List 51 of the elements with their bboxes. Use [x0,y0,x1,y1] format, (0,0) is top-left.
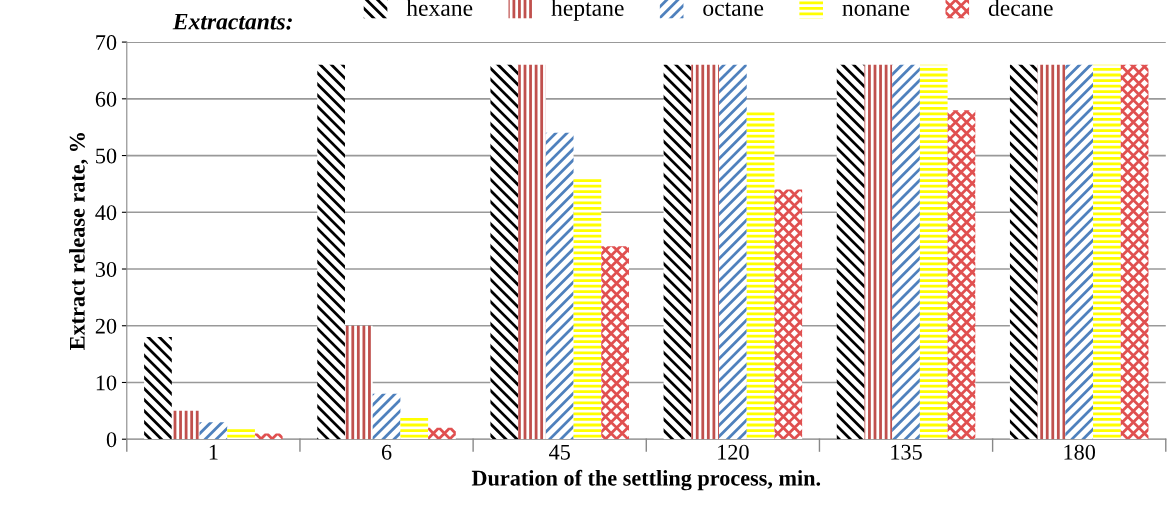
bar [317,64,345,440]
legend-label: nonane [842,4,910,17]
y-tick-label: 30 [95,261,117,277]
bar [428,427,456,440]
bar [601,246,629,440]
bar [1093,64,1121,440]
legend-label: decane [988,0,1053,17]
bar [719,64,747,440]
bar [171,410,200,440]
bar [746,110,775,440]
bar [372,393,401,440]
bar [1037,64,1066,440]
bar [663,64,692,440]
bar [836,64,865,440]
bar [774,189,803,440]
bar [400,416,429,440]
bar [573,178,602,440]
bar [919,64,948,440]
bar [545,132,574,440]
y-tick-label: 20 [95,318,117,334]
bar [227,427,255,440]
bar [490,64,519,440]
legend-title: Extractants: [172,13,292,30]
bar [344,325,373,440]
y-tick-label: 40 [95,205,117,221]
bar [199,422,228,440]
bar [947,110,976,440]
legend-label: octane [703,2,764,17]
y-tick-label: 70 [96,35,117,51]
y-tick-label: 10 [96,375,117,391]
bar [518,64,546,440]
bar [892,64,920,440]
bar [1120,64,1149,440]
x-tick-label: 45 [549,444,570,460]
x-tick-label: 180 [1064,444,1096,460]
x-tick-label: 120 [718,444,749,460]
legend-label: heptane [551,0,624,21]
y-tick-label: 0 [106,432,117,448]
x-tick-label: 135 [891,444,922,460]
bar [1009,64,1038,440]
legend-label: hexane [406,0,473,17]
bar [864,64,893,440]
bar [691,64,720,440]
y-tick-label: 50 [96,148,117,164]
x-axis-title: Duration of the settling process, min. [471,469,821,491]
x-tick-label: 1 [209,444,218,460]
y-tick-label: 60 [95,91,117,107]
y-axis-title: Extract release rate, % [69,133,88,350]
bar [1065,64,1094,440]
bar [144,337,172,440]
x-tick-label: 6 [381,444,392,460]
